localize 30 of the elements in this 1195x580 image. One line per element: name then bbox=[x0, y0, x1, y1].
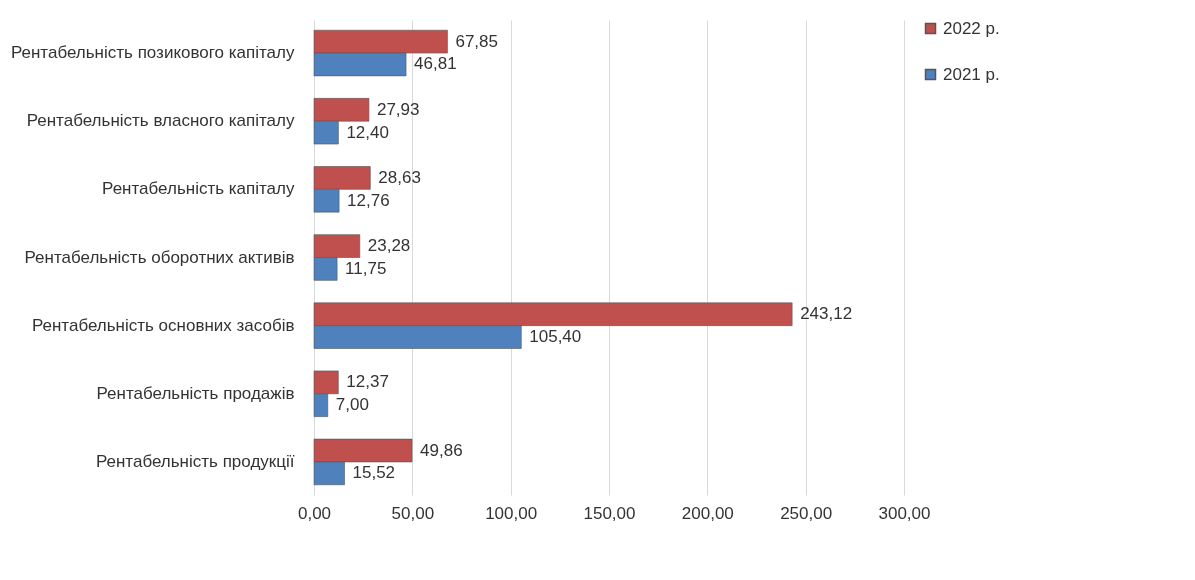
x-tick-label: 50,00 bbox=[391, 503, 435, 523]
data-label: 243,12 bbox=[800, 304, 853, 324]
y-tick-label: Рентабельність власного капіталу bbox=[26, 111, 295, 131]
legend-label: 2021 р. bbox=[943, 64, 1000, 84]
data-label: 7,00 bbox=[335, 395, 369, 415]
y-tick-label: Рентабельність основних засобів bbox=[31, 315, 295, 335]
y-tick-label: Рентабельність позикового капіталу bbox=[10, 43, 295, 63]
x-tick-label: 250,00 bbox=[780, 503, 833, 523]
data-label: 105,40 bbox=[529, 327, 582, 347]
data-label: 27,93 bbox=[376, 99, 420, 119]
data-label: 12,40 bbox=[346, 122, 389, 142]
x-tick-label: 200,00 bbox=[681, 503, 734, 523]
data-label: 15,52 bbox=[352, 463, 396, 483]
data-label: 46,81 bbox=[414, 54, 457, 74]
y-tick-label: Рентабельність оборотних активів bbox=[24, 247, 295, 267]
y-tick-label: Рентабельність капіталу bbox=[102, 179, 295, 199]
x-tick-label: 300,00 bbox=[878, 503, 931, 523]
x-tick-label: 0,00 bbox=[297, 503, 332, 523]
data-label: 49,86 bbox=[420, 440, 463, 460]
data-label: 23,28 bbox=[367, 236, 411, 256]
y-tick-label: Рентабельність продукції bbox=[95, 451, 295, 471]
x-tick-label: 100,00 bbox=[485, 503, 538, 523]
data-label: 12,37 bbox=[346, 372, 389, 392]
data-label: 11,75 bbox=[345, 258, 387, 278]
data-label: 12,76 bbox=[347, 190, 390, 210]
data-label: 67,85 bbox=[455, 31, 498, 51]
x-tick-label: 150,00 bbox=[583, 503, 636, 523]
legend-label: 2022 р. bbox=[943, 18, 1000, 38]
data-label: 28,63 bbox=[378, 167, 421, 187]
y-tick-label: Рентабельність продажів bbox=[96, 383, 295, 403]
